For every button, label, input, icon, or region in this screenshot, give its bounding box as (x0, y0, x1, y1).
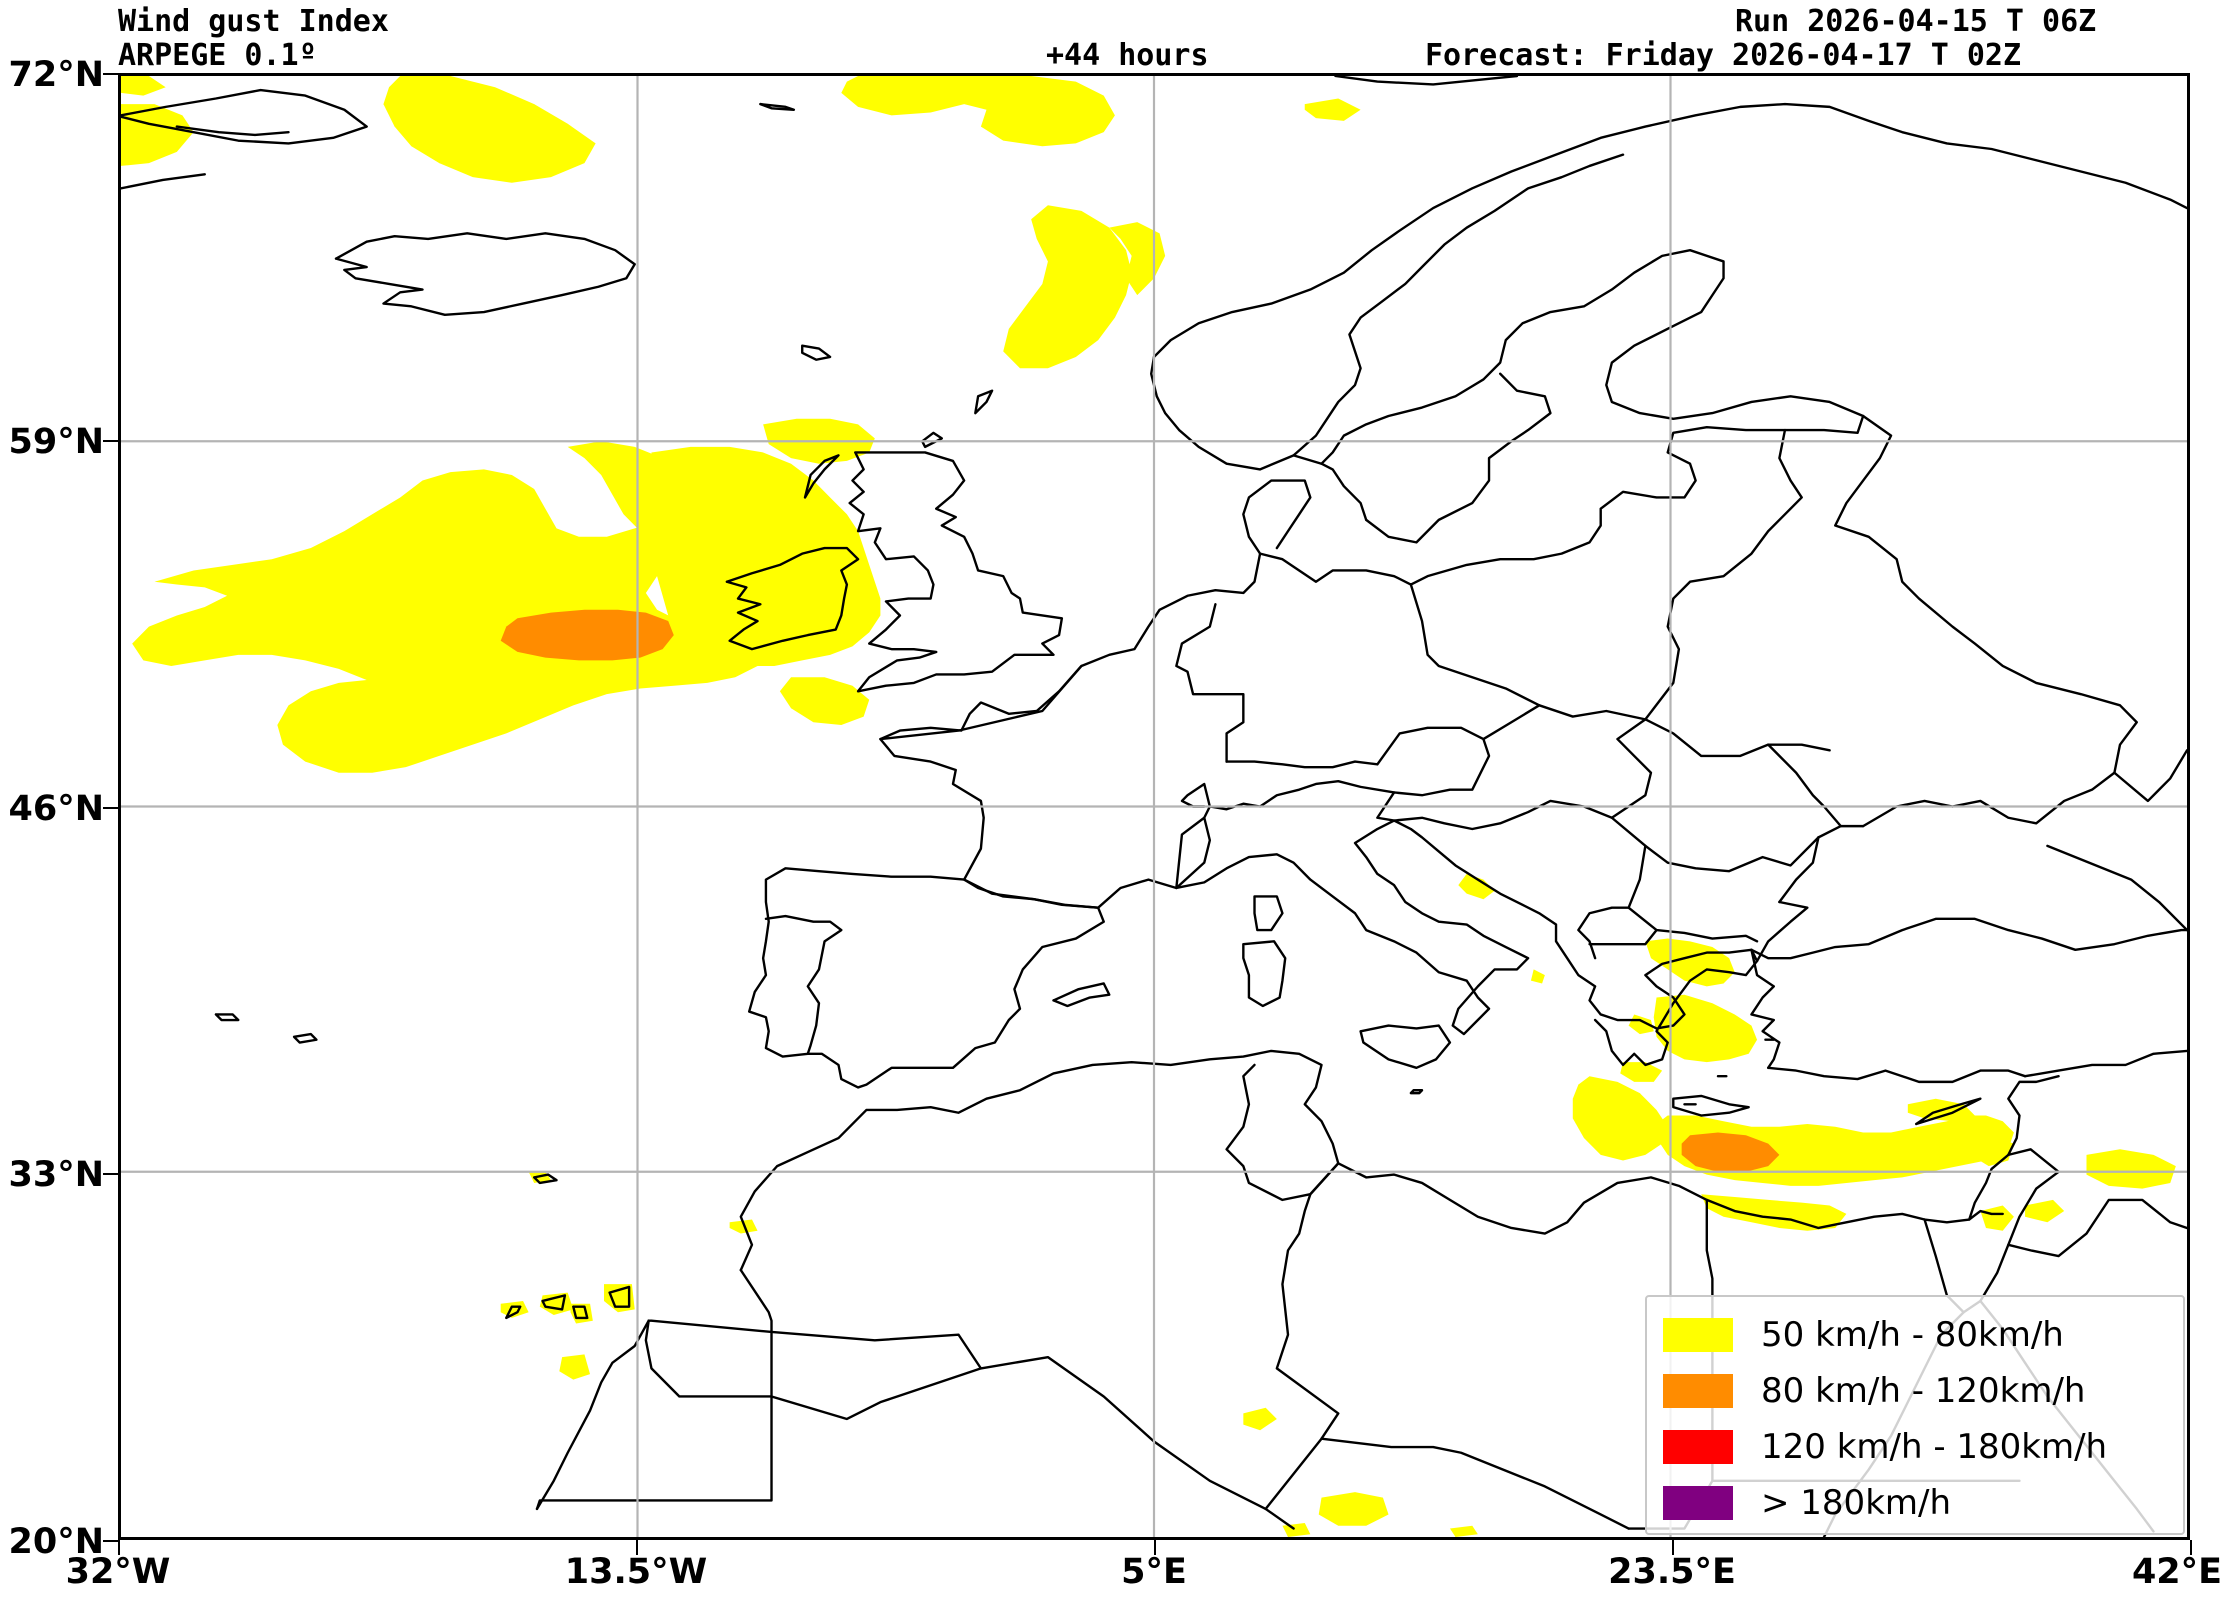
axis-label-lat-72: 72°N (8, 55, 105, 95)
legend-swatch-120-180 (1663, 1430, 1733, 1464)
axis-label-lon-42e: 42°E (2131, 1552, 2223, 1592)
axis-label-lat-20: 20°N (8, 1522, 105, 1562)
tick-y-59 (103, 440, 118, 442)
legend-swatch-over-180 (1663, 1486, 1733, 1520)
lead-time-label: +44 hours (1046, 38, 1209, 73)
legend-item: 80 km/h - 120km/h (1663, 1367, 2167, 1415)
legend-swatch-50-80 (1663, 1318, 1733, 1352)
model-label: ARPEGE 0.1º (118, 38, 317, 73)
tick-x-135w (636, 1540, 638, 1555)
tick-y-46 (103, 807, 118, 809)
legend-swatch-80-120 (1663, 1374, 1733, 1408)
legend-label-120-180: 120 km/h - 180km/h (1761, 1427, 2108, 1467)
axis-label-lon-32w: 32°W (65, 1552, 171, 1592)
tick-y-20 (103, 1540, 118, 1542)
axis-label-lat-33: 33°N (8, 1155, 105, 1195)
legend: 50 km/h - 80km/h 80 km/h - 120km/h 120 k… (1645, 1295, 2185, 1535)
legend-label-50-80: 50 km/h - 80km/h (1761, 1315, 2064, 1355)
gust-band-50-80 (121, 76, 2176, 1537)
tick-y-33 (103, 1173, 118, 1175)
graticule-layer (121, 76, 2187, 1537)
legend-label-over-180: > 180km/h (1761, 1483, 1952, 1523)
gust-band-80-120 (500, 609, 1780, 1172)
axis-label-lat-59: 59°N (8, 422, 105, 462)
tick-x-235e (1672, 1540, 1674, 1555)
run-label: Run 2026-04-15 T 06Z (1735, 4, 2097, 39)
map-svg (121, 76, 2187, 1537)
page-title: Wind gust Index (118, 4, 389, 39)
forecast-label: Forecast: Friday 2026-04-17 T 02Z (1425, 38, 2022, 73)
tick-x-5e (1154, 1540, 1156, 1555)
legend-item: 50 km/h - 80km/h (1663, 1311, 2167, 1359)
legend-label-80-120: 80 km/h - 120km/h (1761, 1371, 2086, 1411)
legend-item: > 180km/h (1663, 1479, 2167, 1527)
axis-label-lat-46: 46°N (8, 789, 105, 829)
map-plot-area (118, 73, 2190, 1540)
tick-x-42e (2190, 1540, 2192, 1555)
axis-label-lon-5e: 5°E (1121, 1552, 1187, 1592)
tick-y-72 (103, 73, 118, 75)
axis-label-lon-135w: 13.5°W (564, 1552, 708, 1592)
map-canvas (121, 76, 2187, 1537)
tick-x-32w (118, 1540, 120, 1555)
axis-label-lon-235e: 23.5°E (1608, 1552, 1736, 1592)
legend-item: 120 km/h - 180km/h (1663, 1423, 2167, 1471)
